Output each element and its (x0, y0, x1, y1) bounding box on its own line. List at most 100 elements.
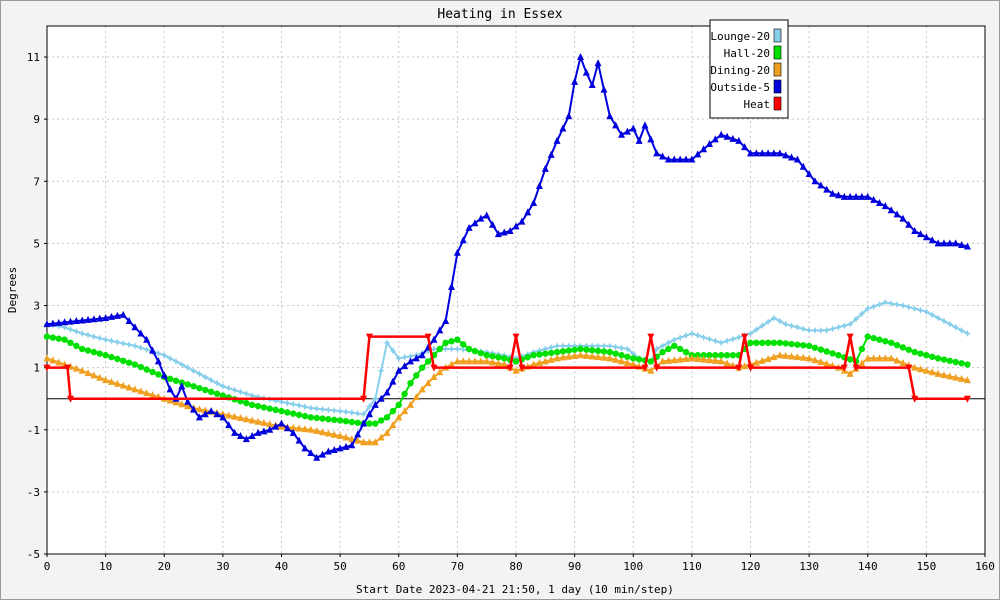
data-point-hall-20 (964, 361, 971, 368)
data-point-lounge-20 (307, 404, 315, 412)
data-point-outside-5 (711, 135, 719, 143)
y-axis-label: Degrees (6, 267, 19, 313)
data-point-dining-20 (453, 357, 461, 365)
data-point-hall-20 (671, 342, 678, 350)
data-point-hall-20 (442, 339, 449, 346)
data-point-dining-20 (694, 354, 702, 362)
data-point-lounge-20 (401, 353, 409, 361)
data-point-outside-5 (412, 354, 420, 362)
data-point-outside-5 (758, 149, 766, 157)
data-point-hall-20 (665, 345, 672, 353)
data-point-hall-20 (49, 334, 57, 341)
data-point-lounge-20 (705, 335, 713, 343)
data-point-outside-5 (764, 149, 772, 157)
data-point-heat (741, 333, 749, 341)
data-point-dining-20 (811, 356, 819, 364)
data-point-lounge-20 (682, 332, 690, 340)
legend-label-outside-5: Outside-5 (710, 81, 770, 94)
data-point-dining-20 (911, 363, 919, 371)
data-point-dining-20 (799, 353, 807, 361)
data-point-outside-5 (295, 436, 303, 444)
data-point-hall-20 (78, 345, 86, 353)
data-point-hall-20 (952, 358, 959, 366)
data-point-dining-20 (647, 366, 655, 374)
data-point-outside-5 (717, 130, 725, 138)
data-point-outside-5 (483, 211, 491, 219)
data-point-lounge-20 (535, 347, 543, 355)
data-point-lounge-20 (917, 306, 925, 314)
data-point-outside-5 (377, 394, 385, 402)
data-point-hall-20 (61, 336, 68, 343)
data-point-dining-20 (330, 430, 338, 438)
data-point-outside-5 (852, 192, 860, 200)
plot-background (47, 26, 985, 554)
x-tick-label: 160 (975, 560, 995, 573)
data-point-lounge-20 (178, 361, 186, 369)
data-point-outside-5 (49, 319, 57, 327)
data-point-dining-20 (494, 359, 502, 367)
data-point-lounge-20 (770, 314, 778, 322)
data-point-hall-20 (460, 341, 467, 348)
data-point-hall-20 (424, 358, 432, 365)
data-point-hall-20 (676, 345, 684, 353)
x-tick-label: 70 (451, 560, 464, 573)
data-point-dining-20 (195, 405, 203, 413)
data-point-outside-5 (940, 239, 948, 247)
data-point-lounge-20 (870, 303, 878, 311)
data-point-outside-5 (834, 191, 842, 199)
data-point-outside-5 (389, 377, 397, 385)
data-point-hall-20 (811, 344, 819, 351)
data-point-outside-5 (541, 164, 549, 172)
data-point-lounge-20 (313, 405, 321, 413)
data-point-outside-5 (694, 150, 702, 158)
data-point-dining-20 (125, 383, 133, 391)
data-point-outside-5 (160, 371, 168, 379)
data-point-hall-20 (788, 340, 795, 348)
data-point-hall-20 (764, 339, 772, 346)
data-point-hall-20 (876, 336, 883, 343)
data-point-hall-20 (114, 355, 121, 363)
data-point-dining-20 (424, 379, 432, 387)
data-point-outside-5 (137, 329, 145, 337)
data-point-heat (506, 364, 514, 372)
x-tick-label: 30 (216, 560, 229, 573)
data-point-lounge-20 (354, 409, 362, 417)
data-point-outside-5 (330, 445, 338, 453)
data-point-lounge-20 (823, 326, 831, 334)
data-point-hall-20 (196, 384, 203, 392)
legend-label-dining-20: Dining-20 (710, 64, 770, 77)
data-point-outside-5 (905, 220, 913, 228)
data-point-hall-20 (589, 347, 596, 354)
x-tick-label: 90 (568, 560, 581, 573)
data-point-outside-5 (149, 346, 157, 354)
data-point-dining-20 (788, 352, 796, 360)
data-point-outside-5 (535, 181, 543, 189)
data-point-outside-5 (875, 199, 883, 207)
data-point-hall-20 (90, 348, 98, 356)
data-point-dining-20 (893, 356, 901, 364)
data-point-outside-5 (471, 219, 479, 227)
data-point-dining-20 (594, 353, 602, 361)
data-point-hall-20 (319, 415, 326, 422)
data-point-outside-5 (319, 450, 327, 458)
data-point-dining-20 (90, 371, 98, 379)
data-point-dining-20 (700, 355, 708, 363)
data-point-lounge-20 (248, 392, 256, 400)
data-point-hall-20 (207, 388, 215, 396)
data-point-hall-20 (419, 364, 426, 371)
data-point-dining-20 (553, 354, 561, 362)
data-point-dining-20 (371, 438, 379, 446)
y-tick-label: 9 (33, 113, 40, 126)
data-point-lounge-20 (289, 400, 297, 408)
data-point-lounge-20 (623, 345, 631, 353)
data-point-outside-5 (66, 317, 74, 325)
data-point-hall-20 (612, 350, 619, 357)
data-point-hall-20 (354, 419, 361, 426)
data-point-hall-20 (618, 352, 625, 359)
data-point-outside-5 (741, 143, 749, 151)
data-point-lounge-20 (430, 345, 438, 353)
legend-swatch-lounge-20 (773, 28, 782, 43)
legend-label-lounge-20: Lounge-20 (710, 30, 770, 43)
data-point-dining-20 (858, 359, 866, 367)
data-point-outside-5 (899, 214, 907, 222)
